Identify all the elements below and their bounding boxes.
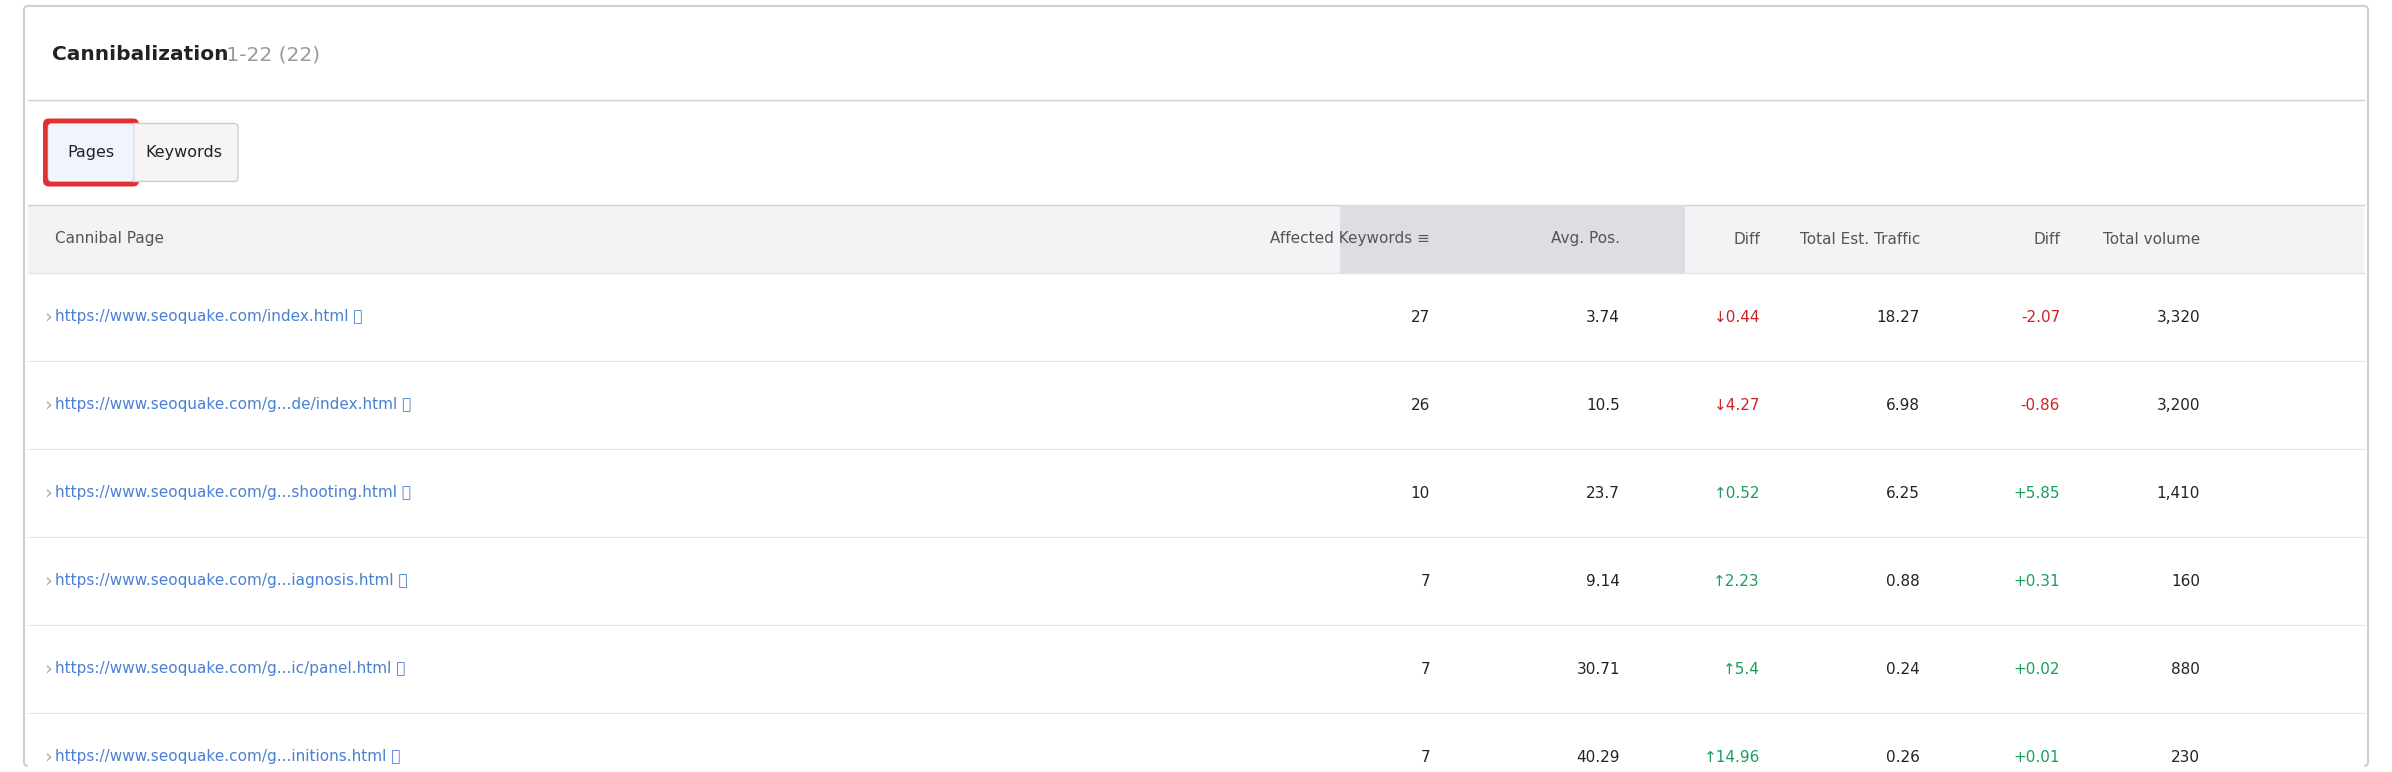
Text: +0.01: +0.01	[2014, 750, 2060, 764]
Bar	[29, 625, 2363, 713]
Text: 880: 880	[2172, 662, 2201, 676]
Text: +0.31: +0.31	[2014, 574, 2060, 588]
Text: Cannibal Page: Cannibal Page	[55, 232, 165, 246]
Text: ›: ›	[43, 395, 53, 415]
FancyBboxPatch shape	[129, 124, 237, 181]
Text: ↑14.96: ↑14.96	[1703, 750, 1761, 764]
Text: -2.07: -2.07	[2021, 310, 2060, 324]
Text: https://www.seoquake.com/g...de/index.html ⧉: https://www.seoquake.com/g...de/index.ht…	[55, 398, 411, 412]
Text: Keywords: Keywords	[146, 145, 222, 160]
Text: Affected Keywords ≡: Affected Keywords ≡	[1270, 232, 1430, 246]
Text: Pages: Pages	[67, 145, 115, 160]
Text: https://www.seoquake.com/g...iagnosis.html ⧉: https://www.seoquake.com/g...iagnosis.ht…	[55, 574, 407, 588]
Text: 6.25: 6.25	[1887, 486, 1921, 500]
Bar	[29, 449, 2363, 537]
Text: +5.85: +5.85	[2014, 486, 2060, 500]
Text: 230: 230	[2172, 750, 2201, 764]
Bar	[1340, 205, 1684, 273]
FancyBboxPatch shape	[43, 118, 139, 187]
Text: Total volume: Total volume	[2103, 232, 2201, 246]
Text: ↓4.27: ↓4.27	[1713, 398, 1761, 412]
Text: 7: 7	[1421, 750, 1430, 764]
Text: ›: ›	[43, 747, 53, 767]
Text: 0.24: 0.24	[1887, 662, 1921, 676]
Text: ↑0.52: ↑0.52	[1713, 486, 1761, 500]
Text: Diff: Diff	[2033, 232, 2060, 246]
Text: ↑2.23: ↑2.23	[1713, 574, 1761, 588]
Text: 3.74: 3.74	[1586, 310, 1619, 324]
Text: 3,200: 3,200	[2158, 398, 2201, 412]
Text: 7: 7	[1421, 574, 1430, 588]
Text: 3,320: 3,320	[2155, 310, 2201, 324]
FancyBboxPatch shape	[48, 124, 134, 181]
Text: 10: 10	[1411, 486, 1430, 500]
Text: ↓0.44: ↓0.44	[1713, 310, 1761, 324]
Text: 27: 27	[1411, 310, 1430, 324]
Text: 1-22 (22): 1-22 (22)	[220, 46, 321, 65]
Text: 10.5: 10.5	[1586, 398, 1619, 412]
Text: ›: ›	[43, 659, 53, 679]
Text: 7: 7	[1421, 662, 1430, 676]
Text: ›: ›	[43, 571, 53, 591]
Bar	[29, 273, 2363, 361]
Bar	[29, 713, 2363, 772]
Text: https://www.seoquake.com/g...ic/panel.html ⧉: https://www.seoquake.com/g...ic/panel.ht…	[55, 662, 404, 676]
Text: ↑5.4: ↑5.4	[1722, 662, 1761, 676]
Bar	[29, 361, 2363, 449]
Bar	[29, 537, 2363, 625]
Text: 30.71: 30.71	[1576, 662, 1619, 676]
Text: 1,410: 1,410	[2158, 486, 2201, 500]
FancyBboxPatch shape	[24, 6, 2368, 766]
Text: 26: 26	[1411, 398, 1430, 412]
Text: 160: 160	[2172, 574, 2201, 588]
Text: 23.7: 23.7	[1586, 486, 1619, 500]
Text: https://www.seoquake.com/g...initions.html ⧉: https://www.seoquake.com/g...initions.ht…	[55, 750, 399, 764]
Text: 0.26: 0.26	[1887, 750, 1921, 764]
Text: 0.88: 0.88	[1887, 574, 1921, 588]
Text: 40.29: 40.29	[1576, 750, 1619, 764]
Text: -0.86: -0.86	[2021, 398, 2060, 412]
Text: https://www.seoquake.com/g...shooting.html ⧉: https://www.seoquake.com/g...shooting.ht…	[55, 486, 411, 500]
Text: Total Est. Traffic: Total Est. Traffic	[1799, 232, 1921, 246]
Text: +0.02: +0.02	[2014, 662, 2060, 676]
Text: https://www.seoquake.com/index.html ⧉: https://www.seoquake.com/index.html ⧉	[55, 310, 364, 324]
Bar	[29, 205, 2363, 273]
Text: 18.27: 18.27	[1878, 310, 1921, 324]
Text: 9.14: 9.14	[1586, 574, 1619, 588]
Text: ›: ›	[43, 483, 53, 503]
Text: Cannibalization: Cannibalization	[53, 46, 230, 65]
Bar	[29, 10, 2363, 100]
Text: 6.98: 6.98	[1885, 398, 1921, 412]
Text: Diff: Diff	[1734, 232, 1761, 246]
Text: Avg. Pos.: Avg. Pos.	[1550, 232, 1619, 246]
Text: ›: ›	[43, 307, 53, 327]
